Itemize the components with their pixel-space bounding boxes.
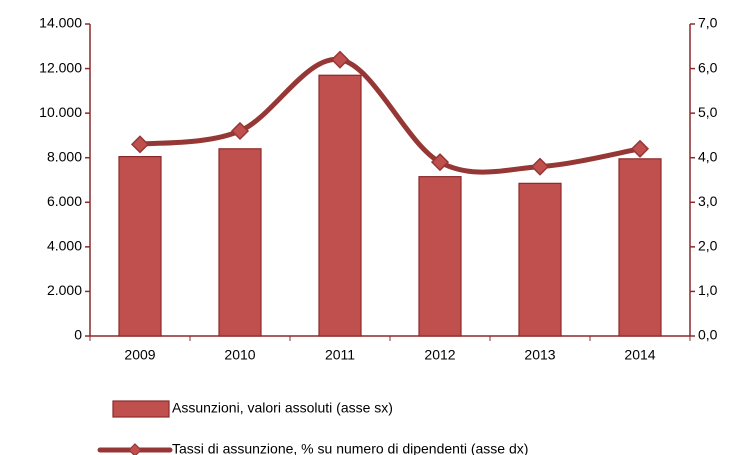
y-tick-label: 8.000: [47, 148, 82, 164]
y-tick-label: 14.000: [39, 15, 82, 31]
line-marker: [330, 50, 350, 69]
line-marker: [530, 157, 550, 176]
x-tick-label: 2014: [624, 347, 655, 363]
line-marker: [630, 139, 650, 158]
y-tick-label: 12.000: [39, 59, 82, 75]
bar: [418, 176, 462, 337]
y2-tick-label: 7,0: [698, 15, 718, 31]
x-tick-label: 2012: [424, 347, 455, 363]
x-tick-label: 2009: [124, 347, 155, 363]
y-tick-label: 0: [74, 327, 82, 343]
y-tick-label: 2.000: [47, 282, 82, 298]
legend-swatch: [112, 400, 170, 418]
y2-tick-label: 0,0: [698, 327, 718, 343]
y-tick-label: 6.000: [47, 193, 82, 209]
x-tick-label: 2011: [325, 347, 355, 363]
y2-tick-label: 3,0: [698, 193, 718, 209]
y2-tick-label: 1,0: [698, 282, 718, 298]
y2-tick-label: 5,0: [698, 104, 718, 120]
bar: [218, 148, 262, 337]
y2-tick-label: 2,0: [698, 238, 718, 254]
line-marker: [230, 121, 250, 141]
bar: [618, 158, 662, 337]
x-tick-label: 2013: [524, 347, 555, 363]
line: [137, 57, 643, 175]
y-tick-label: 4.000: [47, 238, 82, 254]
legend-label: Tassi di assunzione, % su numero di dipe…: [172, 441, 528, 455]
y2-tick-label: 4,0: [698, 148, 718, 164]
y-tick-label: 10.000: [39, 104, 82, 120]
bar: [118, 156, 162, 337]
legend-label: Assunzioni, valori assoluti (asse sx): [172, 400, 393, 416]
x-tick-label: 2010: [224, 347, 255, 363]
y2-tick-label: 6,0: [698, 59, 718, 75]
bar: [518, 182, 562, 337]
legend-marker: [128, 443, 142, 455]
line-marker: [430, 153, 450, 172]
line-marker: [130, 135, 150, 154]
bar: [318, 74, 362, 337]
